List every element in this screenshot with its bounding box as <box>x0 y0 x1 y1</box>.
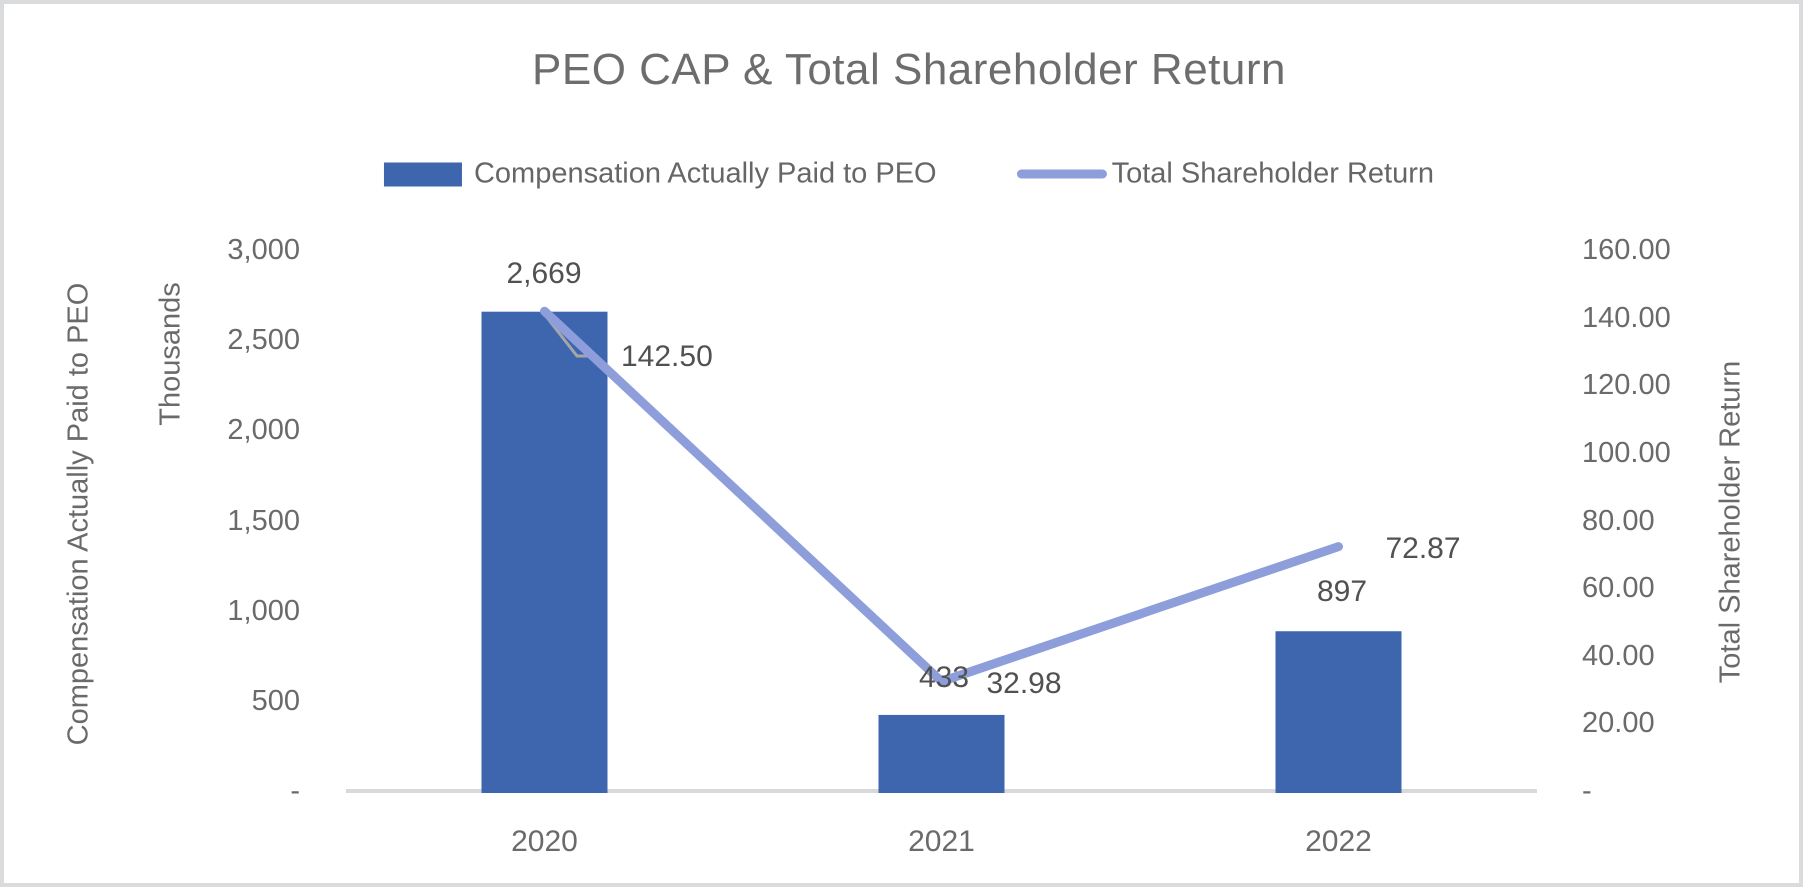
legend: Compensation Actually Paid to PEO Total … <box>383 157 1435 191</box>
left-axis-tick-label: 3,000 <box>227 234 300 266</box>
x-axis-tick-label: 2020 <box>511 825 578 858</box>
left-axis-tick-label: 2,000 <box>227 414 300 447</box>
bar-swatch-icon <box>383 162 462 186</box>
right-axis-tick-label: 80.00 <box>1582 504 1655 537</box>
x-axis-tick-label: 2022 <box>1305 825 1372 858</box>
right-axis-tick-label: - <box>1582 775 1592 807</box>
chart-title[interactable]: PEO CAP & Total Shareholder Return <box>532 45 1286 94</box>
bar-2021[interactable] <box>878 714 1005 793</box>
data-label-line-2020: 142.50 <box>621 340 713 373</box>
left-axis-tick-label: 1,000 <box>227 594 300 627</box>
right-axis-tick-label: 40.00 <box>1582 639 1655 672</box>
legend-item-cap[interactable]: Compensation Actually Paid to PEO <box>383 157 937 191</box>
left-axis-tick-label: 1,500 <box>227 504 300 537</box>
x-axis-tick-label: 2021 <box>908 825 975 858</box>
data-label-line-2022: 72.87 <box>1385 532 1461 565</box>
left-axis-title: Compensation Actually Paid to PEO <box>62 282 95 746</box>
line-swatch-icon <box>1016 169 1107 179</box>
right-axis-tick-label: 140.00 <box>1582 301 1671 334</box>
right-axis-tick-label: 20.00 <box>1582 707 1655 740</box>
bar-2022[interactable] <box>1275 631 1402 793</box>
data-label-bar-2022: 897 <box>1316 575 1368 608</box>
data-label-line-2021: 32.98 <box>986 667 1062 700</box>
bar-2020[interactable] <box>481 311 608 793</box>
legend-label-cap: Compensation Actually Paid to PEO <box>473 157 937 190</box>
data-label-bar-2020: 2,669 <box>506 257 582 290</box>
legend-item-tsr[interactable]: Total Shareholder Return <box>1016 157 1435 191</box>
tsr-line[interactable] <box>540 306 1343 686</box>
legend-label-tsr: Total Shareholder Return <box>1111 157 1435 190</box>
right-axis-tick-label: 100.00 <box>1582 436 1671 469</box>
left-axis-tick-label: - <box>290 775 300 807</box>
left-axis-tick-label: 500 <box>251 684 300 717</box>
plot-area <box>346 306 1537 793</box>
right-axis-tick-label: 160.00 <box>1582 234 1671 266</box>
data-label-bar-2021: 433 <box>918 661 970 694</box>
right-axis-tick-label: 120.00 <box>1582 369 1671 402</box>
right-axis-tick-label: 60.00 <box>1582 572 1655 605</box>
left-axis-tick-label: 2,500 <box>227 324 300 357</box>
